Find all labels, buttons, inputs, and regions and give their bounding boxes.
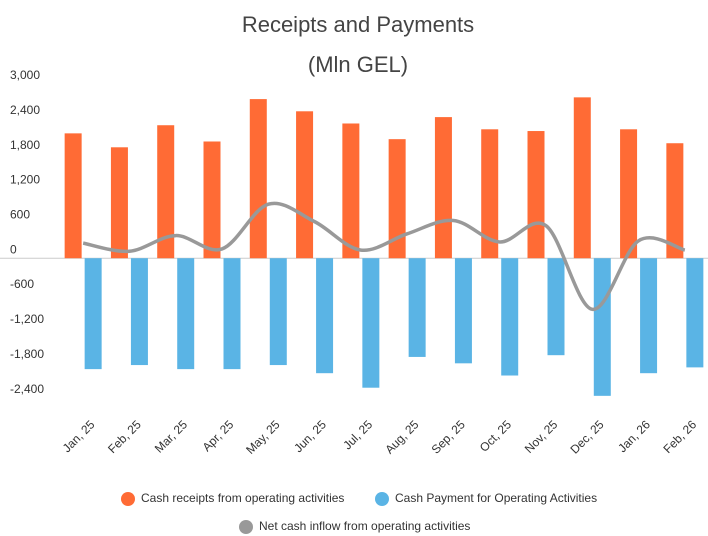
bar [342, 123, 360, 259]
bar [686, 258, 704, 368]
legend-label: Net cash inflow from operating activitie… [259, 519, 470, 533]
bar [64, 133, 82, 259]
bar [573, 97, 591, 259]
bar [249, 99, 267, 259]
x-tick-label: Jul, 25 [340, 417, 375, 452]
bar [434, 117, 452, 259]
y-tick-label: -1,200 [10, 312, 44, 326]
x-tick-label: Jan, 26 [615, 417, 653, 455]
legend-label: Cash receipts from operating activities [141, 491, 344, 505]
bar [388, 139, 406, 259]
bar [157, 125, 175, 259]
bar [84, 258, 102, 370]
legend-swatch [375, 492, 389, 506]
x-tick-label: Sep, 25 [429, 417, 468, 456]
y-tick-label: -1,800 [10, 347, 44, 361]
bar [296, 111, 314, 259]
bar [223, 258, 241, 370]
y-tick-label: 600 [10, 208, 30, 222]
y-tick-label: 3,000 [10, 68, 40, 82]
bar [269, 258, 287, 366]
line [82, 201, 686, 312]
x-tick-label: Aug, 25 [382, 417, 421, 456]
x-tick-label: Jan, 25 [60, 417, 98, 455]
chart-subtitle: (Mln GEL) [308, 52, 408, 77]
bar [547, 258, 565, 356]
x-tick-label: Oct, 25 [477, 417, 514, 454]
bar [203, 141, 221, 259]
bar [620, 129, 638, 259]
legend-label: Cash Payment for Operating Activities [395, 491, 597, 505]
x-tick-label: Feb, 26 [661, 417, 700, 456]
y-tick-label: 1,200 [10, 173, 40, 187]
x-tick-label: Feb, 25 [105, 417, 144, 456]
chart-title: Receipts and Payments [242, 12, 474, 37]
x-tick-label: Apr, 25 [200, 417, 237, 454]
y-tick-label: -2,400 [10, 382, 44, 396]
bar [362, 258, 380, 388]
bar [527, 131, 545, 259]
x-tick-label: Nov, 25 [522, 417, 561, 456]
y-tick-label: -600 [10, 277, 34, 291]
legend-swatch [239, 520, 253, 534]
x-tick-label: May, 25 [243, 417, 283, 457]
x-tick-label: Mar, 25 [152, 417, 190, 455]
bar [481, 129, 499, 259]
y-tick-label: 2,400 [10, 103, 40, 117]
bar [501, 258, 519, 376]
bar [316, 258, 334, 374]
bar [177, 258, 195, 370]
y-tick-label: 1,800 [10, 138, 40, 152]
bar [666, 143, 684, 259]
bar [593, 258, 611, 396]
bar [640, 258, 658, 374]
bar [408, 258, 426, 357]
x-tick-label: Dec, 25 [568, 417, 607, 456]
y-tick-label: 0 [10, 242, 17, 256]
bar [130, 258, 148, 366]
x-tick-label: Jun, 25 [291, 417, 329, 455]
bar [110, 147, 128, 259]
legend-swatch [121, 492, 135, 506]
bar [454, 258, 472, 364]
